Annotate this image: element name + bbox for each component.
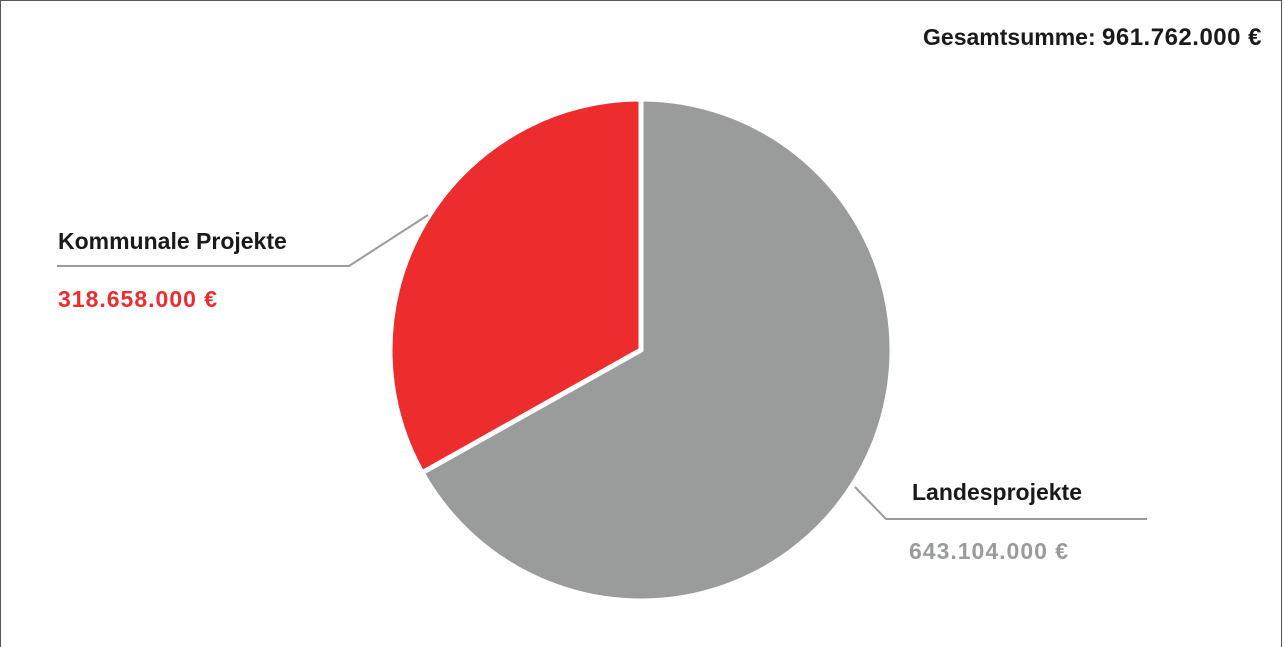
total-sum: Gesamtsumme: 961.762.000 € — [923, 24, 1262, 52]
total-label: Gesamtsumme: — [923, 24, 1096, 50]
leader-line-landesprojekte — [854, 486, 1147, 520]
total-value: 961.762.000 € — [1102, 24, 1262, 51]
value-kommunale-projekte: 318.658.000 € — [58, 286, 219, 312]
label-kommunale-projekte: Kommunale Projekte — [58, 228, 287, 254]
label-landesprojekte: Landesprojekte — [912, 479, 1082, 505]
leader-line-kommunale-projekte — [57, 214, 429, 267]
pie-slice-kommunale-projekte — [387, 96, 644, 476]
value-landesprojekte: 643.104.000 € — [909, 538, 1070, 564]
pie-slice-landesprojekte — [419, 96, 895, 604]
